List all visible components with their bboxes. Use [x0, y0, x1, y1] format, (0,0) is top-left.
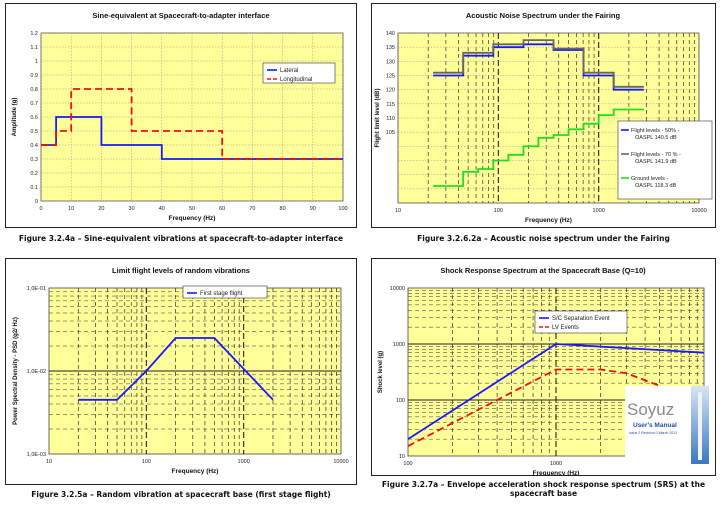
sine-legend-label-0: Lateral: [280, 68, 298, 74]
sine-chart: Sine-equivalent at Spacecraft-to-adapter…: [12, 11, 348, 222]
acoustic-x-tick-label: 1000: [593, 208, 605, 214]
acoustic-series-line-0: [433, 43, 644, 91]
sine-chart-title: Sine-equivalent at Spacecraft-to-adapter…: [92, 11, 269, 20]
sine-legend-box: [262, 62, 336, 84]
shock-x-axis-label: Frequency (Hz): [533, 470, 580, 476]
acoustic-y-tick-label: 130: [386, 59, 395, 65]
rocket-body: [698, 392, 702, 460]
shock-legend-box: [534, 310, 628, 334]
logo-subtitle: User's Manual: [633, 422, 677, 429]
acoustic-x-tick-label: 10000: [691, 208, 706, 214]
chart-panel-sine: Sine-equivalent at Spacecraft-to-adapter…: [5, 3, 357, 243]
sine-y-tick-label: 0.9: [30, 73, 38, 79]
acoustic-series-line-1: [433, 39, 644, 88]
logo-small: Issue 2 Revision 0 March 2012: [629, 431, 678, 435]
acoustic-y-tick-label: 140: [386, 31, 395, 37]
soyuz-logo: Soyuz User's Manual Issue 2 Revision 0 M…: [625, 386, 713, 466]
acoustic-legend-box: [617, 120, 713, 200]
acoustic-y-tick-label: 110: [386, 116, 395, 122]
sine-x-tick-label: 20: [98, 206, 104, 212]
acoustic-x-axis-label: Frequency (Hz): [525, 217, 572, 224]
logo-text: Soyuz: [627, 400, 675, 419]
random-y-tick-label: 1,0E-03: [27, 452, 46, 458]
random-x-tick-label: 10000: [333, 459, 348, 465]
shock-chart-title: Shock Response Spectrum at the Spacecraf…: [440, 266, 646, 275]
shock-caption: Figure 3.2.7a – Envelope acceleration sh…: [381, 480, 706, 498]
acoustic-chart-title: Acoustic Noise Spectrum under the Fairin…: [466, 11, 621, 20]
shock-series-line-1: [407, 368, 660, 447]
random-y-tick-label: 1,0E-02: [27, 369, 46, 375]
sine-series-line-1: [41, 88, 343, 160]
shock-series-line-0: [407, 343, 705, 440]
acoustic-legend-label-2: Ground levels -OASPL 118.3 dB: [631, 176, 677, 189]
sine-y-tick-label: 0.5: [30, 129, 38, 135]
acoustic-y-tick-label: 115: [386, 102, 395, 108]
shock-legend-label-1: LV Events: [552, 325, 579, 331]
random-x-tick-label: 100: [142, 459, 151, 465]
shock-legend-label-0: S/C Separation Event: [552, 316, 610, 322]
sine-x-tick-label: 80: [280, 206, 286, 212]
chart-panel-shock: Shock Response Spectrum at the Spacecraf…: [371, 258, 716, 508]
acoustic-legend-label-1: Flight levels - 70 % -OASPL 141.9 dB: [631, 152, 681, 165]
sine-y-axis-label: Amplitude (g): [12, 98, 18, 137]
sine-caption: Figure 3.2.4a – Sine-equivalent vibratio…: [18, 234, 344, 243]
sine-x-tick-label: 60: [219, 206, 225, 212]
random-x-axis-label: Frequency (Hz): [172, 468, 219, 475]
shock-y-tick-label: 1000: [393, 342, 405, 348]
sine-x-tick-label: 90: [310, 206, 316, 212]
random-chart-title: Limit flight levels of random vibrations: [112, 266, 250, 275]
acoustic-x-tick-label: 10: [395, 208, 401, 214]
acoustic-y-tick-label: 105: [386, 130, 395, 136]
random-y-axis-label: Power Spectral Density - PSD (g2/ Hz): [13, 317, 19, 425]
chart-panel-acoustic: Acoustic Noise Spectrum under the Fairin…: [371, 3, 716, 243]
random-y-tick-label: 1,0E-01: [27, 286, 46, 292]
acoustic-y-tick-label: 120: [386, 88, 395, 94]
sine-x-tick-label: 50: [189, 206, 195, 212]
random-x-tick-label: 10: [46, 459, 52, 465]
sine-y-tick-label: 0.1: [30, 185, 38, 191]
shock-x-tick-label: 100: [403, 461, 412, 467]
acoustic-series-line-2: [433, 108, 644, 187]
acoustic-x-tick-label: 100: [494, 208, 503, 214]
sine-y-tick-label: 0.4: [30, 143, 38, 149]
random-x-tick-label: 1000: [238, 459, 250, 465]
acoustic-caption: Figure 3.2.6.2a – Acoustic noise spectru…: [417, 234, 670, 243]
sine-x-tick-label: 70: [249, 206, 255, 212]
acoustic-y-tick-label: 125: [386, 74, 395, 80]
sine-x-tick-label: 100: [338, 206, 347, 212]
sine-y-tick-label: 0.7: [30, 101, 38, 107]
sine-legend-label-1: Longitudinal: [280, 77, 312, 83]
sine-x-tick-label: 30: [129, 206, 135, 212]
sine-y-tick-label: 0.8: [30, 87, 38, 93]
sine-y-tick-label: 0.2: [30, 171, 38, 177]
sine-y-tick-label: 1: [35, 59, 38, 65]
sine-x-tick-label: 40: [159, 206, 165, 212]
shock-x-tick-label: 1000: [550, 461, 562, 467]
sine-y-tick-label: 0.6: [30, 115, 38, 121]
shock-y-tick-label: 10000: [390, 286, 405, 292]
chart-panel-random: Limit flight levels of random vibrations…: [5, 258, 357, 508]
random-chart: Limit flight levels of random vibrations…: [13, 266, 349, 475]
acoustic-y-axis-label: Flight limit level (dB): [375, 88, 381, 147]
sine-y-tick-label: 1.1: [30, 45, 38, 51]
random-caption: Figure 3.2.5a – Random vibration at spac…: [31, 490, 331, 499]
sine-x-tick-label: 10: [68, 206, 74, 212]
sine-y-tick-label: 0: [35, 199, 38, 205]
random-legend-label-0: First stage flight: [200, 291, 243, 297]
sine-x-tick-label: 0: [39, 206, 42, 212]
sine-y-tick-label: 1.2: [30, 31, 38, 37]
random-legend-box: [182, 285, 268, 299]
sine-series-line-0: [41, 116, 343, 160]
shock-y-tick-label: 10: [399, 454, 405, 460]
random-series-line-0: [78, 337, 274, 401]
sine-x-axis-label: Frequency (Hz): [169, 215, 216, 222]
shock-y-tick-label: 100: [396, 398, 405, 404]
shock-y-axis-label: Shock level (g): [378, 351, 384, 393]
sine-y-tick-label: 0.3: [30, 157, 38, 163]
acoustic-legend-label-0: Flight levels - 50% -OASPL 140.5 dB: [631, 128, 679, 141]
acoustic-y-tick-label: 135: [386, 45, 395, 51]
acoustic-chart: Acoustic Noise Spectrum under the Fairin…: [375, 11, 713, 224]
